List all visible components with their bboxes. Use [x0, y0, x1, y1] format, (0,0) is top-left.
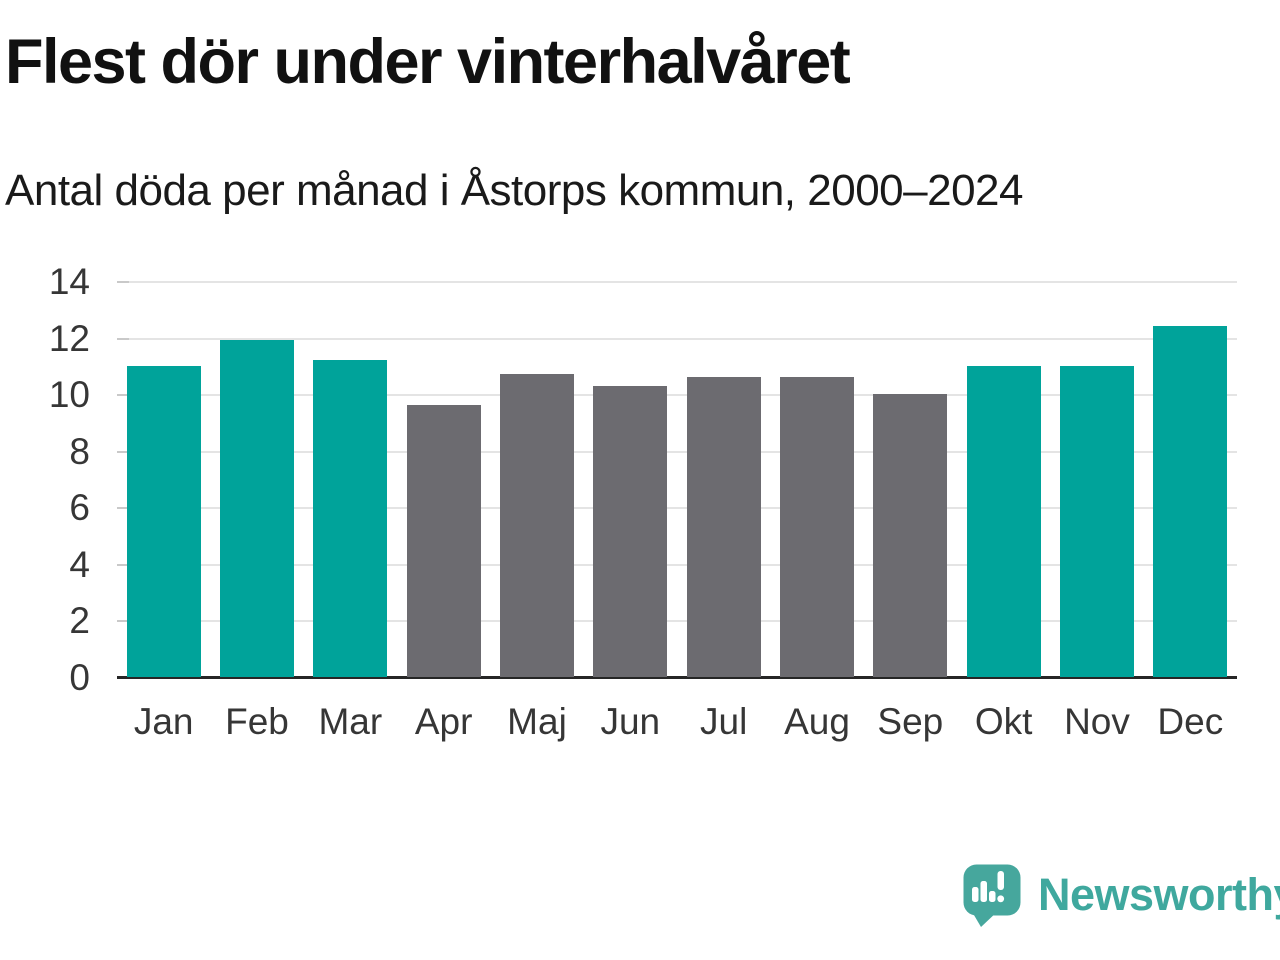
gridline-y6: [117, 507, 1237, 510]
y-axis-label-8: 8: [69, 430, 90, 472]
x-axis-label-nov: Nov: [1064, 701, 1130, 742]
gridline-y12: [117, 337, 1237, 340]
plot-area: [117, 281, 1237, 679]
x-axis-label-aug: Aug: [784, 701, 850, 742]
bar-jun: [593, 385, 668, 677]
y-axis-label-0: 0: [69, 657, 90, 698]
bar-jul: [686, 377, 761, 677]
y-tick: [117, 563, 129, 566]
y-tick: [117, 337, 129, 340]
bar-maj: [500, 374, 574, 677]
x-axis-label-dec: Dec: [1157, 701, 1224, 742]
x-axis-label-feb: Feb: [225, 701, 289, 742]
gridline-y2: [117, 620, 1237, 623]
bar-jan: [126, 365, 201, 677]
chart-title: Flest dör under vinterhalvåret: [5, 27, 851, 97]
y-tick: [117, 507, 129, 510]
bar-sep: [873, 394, 948, 677]
x-axis-label-sep: Sep: [877, 701, 944, 742]
y-tick: [117, 281, 129, 283]
y-tick: [117, 450, 129, 453]
bar-feb: [220, 340, 294, 677]
bar-apr: [406, 405, 481, 677]
bar-dec: [1153, 326, 1228, 677]
x-axis-label-jan: Jan: [133, 701, 194, 742]
y-tick: [117, 620, 129, 623]
x-axis-line: [117, 676, 1237, 679]
y-axis-label-10: 10: [48, 374, 90, 416]
x-axis-label-maj: Maj: [507, 701, 567, 742]
gridline-y14: [117, 281, 1237, 283]
x-axis-label-jul: Jul: [700, 701, 748, 742]
y-tick: [117, 394, 129, 397]
x-axis-label-apr: Apr: [414, 701, 473, 742]
y-axis-label-2: 2: [69, 600, 90, 642]
y-axis-label-12: 12: [48, 317, 90, 359]
x-axis-label-jun: Jun: [600, 701, 661, 742]
newsworthy-logo-icon: [963, 864, 1021, 927]
chart-subtitle: Antal döda per månad i Åstorps kommun, 2…: [5, 166, 1024, 215]
y-axis-label-6: 6: [69, 487, 90, 529]
newsworthy-brand-name: Newsworthy: [1038, 869, 1280, 920]
gridline-y4: [117, 563, 1237, 566]
gridline-y10: [117, 394, 1237, 397]
bar-aug: [780, 377, 854, 677]
bar-mar: [313, 360, 388, 677]
y-axis-label-14: 14: [48, 261, 90, 302]
x-axis-label-okt: Okt: [974, 701, 1033, 742]
bar-nov: [1060, 365, 1134, 677]
gridline-y8: [117, 450, 1237, 453]
x-axis-label-mar: Mar: [318, 701, 383, 742]
y-axis-label-4: 4: [69, 543, 90, 585]
bar-okt: [966, 365, 1041, 677]
